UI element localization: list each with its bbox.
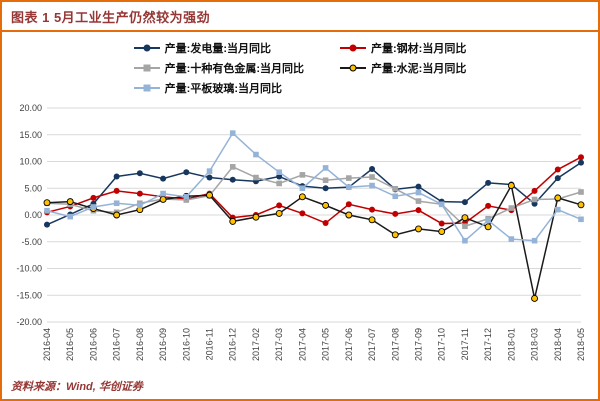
steel-series-marker-icon [340,44,366,53]
legend: 产量:发电量:当月同比 产量:钢材:当月同比产量:十种有色金属:当月同比 产量:水泥… [2,32,598,98]
svg-text:2017-09: 2017-09 [413,328,423,361]
legend-label: 产量:平板玻璃:当月同比 [164,83,282,95]
svg-text:-15.00: -15.00 [16,290,42,300]
svg-text:10.00: 10.00 [19,157,42,167]
svg-text:2017-02: 2017-02 [251,328,261,361]
svg-text:2016-12: 2016-12 [228,328,238,361]
svg-text:2016-08: 2016-08 [135,328,145,361]
svg-text:2017-04: 2017-04 [297,328,307,361]
svg-text:2017-06: 2017-06 [344,328,354,361]
legend-label: 产量:发电量:当月同比 [164,43,271,55]
svg-text:-5.00: -5.00 [21,237,42,247]
svg-text:5.00: 5.00 [24,183,42,193]
svg-text:2016-06: 2016-06 [88,328,98,361]
svg-text:2017-10: 2017-10 [437,328,447,361]
legend-label: 产量:钢材:当月同比 [371,43,467,55]
nonferrous-series-marker-icon [133,64,160,73]
svg-text:2017-12: 2017-12 [483,328,493,361]
svg-text:2017-11: 2017-11 [460,328,470,360]
svg-text:2016-11: 2016-11 [205,328,215,360]
source-note: 资料来源：Wind, 华创证券 [11,381,143,393]
svg-text:2016-10: 2016-10 [181,328,191,361]
legend-item: 产量:平板玻璃:当月同比 [133,80,304,96]
power-series-marker-icon [133,44,160,53]
svg-text:20.00: 20.00 [19,103,42,113]
legend-label: 产量:十种有色金属:当月同比 [164,63,304,75]
svg-text:-20.00: -20.00 [16,317,42,327]
legend-item: 产量:发电量:当月同比 [133,40,304,56]
legend-item: 产量:水泥:当月同比 [340,60,466,76]
svg-text:0.00: 0.00 [24,210,42,220]
line-chart: 20.00 15.00 10.00 5.00 0.00 -5.00 -10.00 -15.00… [16,103,586,361]
svg-text:2016-04: 2016-04 [42,328,52,361]
glass-series-marker-icon [133,84,160,93]
svg-text:15.00: 15.00 [19,130,42,140]
cement-series-marker-icon [340,64,366,73]
svg-text:2018-04: 2018-04 [553,328,563,361]
svg-text:2018-05: 2018-05 [576,328,586,361]
svg-text:2017-08: 2017-08 [390,328,400,361]
svg-text:2016-09: 2016-09 [158,328,168,361]
legend-label: 产量:水泥:当月同比 [371,63,467,75]
svg-text:2017-05: 2017-05 [321,328,331,361]
svg-text:2016-05: 2016-05 [65,328,75,361]
legend-item: 产量:钢材:当月同比 [340,40,466,56]
chart-area: 20.00 15.00 10.00 5.00 0.00 -5.00 -10.00 -15.00… [2,98,598,378]
chart-title: 图表 1 5月工业生产仍然较为强劲 [2,2,598,32]
svg-text:2016-07: 2016-07 [112,328,122,361]
legend-item: 产量:十种有色金属:当月同比 [133,60,304,76]
svg-text:2017-07: 2017-07 [367,328,377,361]
svg-text:-10.00: -10.00 [16,264,42,274]
svg-text:2018-01: 2018-01 [506,328,516,361]
svg-text:2018-03: 2018-03 [530,328,540,361]
svg-text:2017-03: 2017-03 [274,328,284,361]
